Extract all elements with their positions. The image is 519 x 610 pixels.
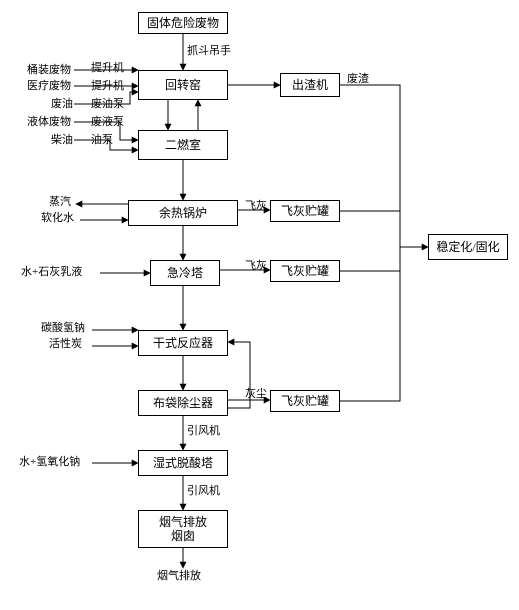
edge-label-fly_ash_1: 飞灰 — [244, 200, 268, 212]
edge-label-slag_out: 废渣 — [346, 73, 370, 85]
flow-edge — [340, 247, 400, 271]
edge-label-dust: 灰尘 — [244, 388, 268, 400]
node-dry_reactor: 干式反应器 — [138, 330, 228, 356]
input-label-barrel_waste: 桶装废物 — [26, 64, 72, 76]
node-stabilize: 稳定化/固化 — [428, 234, 508, 260]
edge-label-hoist2: 提升机 — [90, 80, 125, 92]
input-label-waste_oil: 废油 — [50, 98, 74, 110]
input-label-diesel: 柴油 — [50, 134, 74, 146]
input-label-sodium_bicarb: 碳酸氢钠 — [40, 322, 86, 334]
node-solid_waste: 固体危险废物 — [138, 12, 228, 34]
edge-label-grab: 抓斗吊手 — [186, 45, 232, 57]
edge-label-hoist1: 提升机 — [90, 62, 125, 74]
node-second_chamber: 二燃室 — [138, 130, 228, 160]
node-ash_tank_2: 飞灰贮罐 — [270, 260, 340, 282]
edge-label-oil_pump: 废油泵 — [90, 98, 125, 110]
edge-label-emission: 烟气排放 — [156, 570, 202, 582]
input-label-steam: 蒸汽 — [48, 196, 72, 208]
node-wet_scrubber: 湿式脱酸塔 — [138, 450, 228, 476]
edge-label-fan2: 引风机 — [186, 485, 221, 497]
input-label-water_lime: 水+石灰乳液 — [20, 266, 83, 278]
node-boiler: 余热锅炉 — [128, 200, 238, 226]
node-ash_tank_1: 飞灰贮罐 — [270, 200, 340, 222]
flow-edge — [340, 260, 400, 401]
edge-label-fly_ash_2: 飞灰 — [244, 260, 268, 272]
node-kiln: 回转窑 — [138, 70, 228, 100]
input-label-liquid_waste: 液体废物 — [26, 116, 72, 128]
input-label-naoh: 水+氢氧化钠 — [18, 456, 81, 468]
input-label-active_carbon: 活性炭 — [48, 338, 83, 350]
node-slag_machine: 出渣机 — [280, 73, 340, 97]
flow-edge — [340, 211, 400, 247]
node-ash_tank_3: 飞灰贮罐 — [270, 390, 340, 412]
edge-label-liq_pump: 废液泵 — [90, 116, 125, 128]
flow-edge — [340, 85, 428, 247]
node-baghouse: 布袋除尘器 — [138, 390, 228, 416]
node-stack: 烟气排放 烟囱 — [138, 510, 228, 548]
edge-label-fan1: 引风机 — [186, 425, 221, 437]
input-label-soft_water: 软化水 — [40, 212, 75, 224]
input-label-medical_waste: 医疗废物 — [26, 80, 72, 92]
node-quench: 急冷塔 — [150, 260, 220, 286]
edge-label-diesel_pump: 油泵 — [90, 134, 114, 146]
